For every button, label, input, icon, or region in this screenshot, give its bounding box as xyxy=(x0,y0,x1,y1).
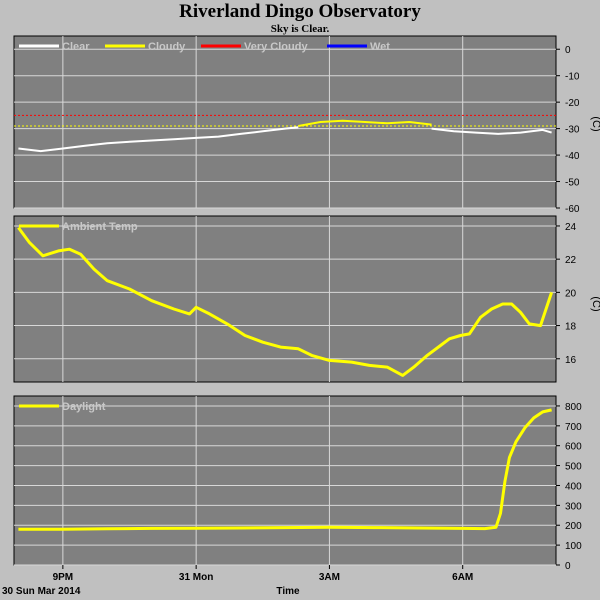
plot-area xyxy=(13,35,557,209)
legend-label: Ambient Temp xyxy=(62,221,138,233)
y-tick-label: 800 xyxy=(565,402,582,413)
chart-panel-2: 24 22 20 18 16 (C) Ambient Temp xyxy=(13,215,600,383)
legend-label: Cloudy xyxy=(148,41,186,53)
y-tick-label: 100 xyxy=(565,541,582,552)
y-tick-label: 400 xyxy=(565,481,582,492)
x-tick-label: 6AM xyxy=(452,572,473,583)
y-axis-label: (C) xyxy=(590,116,600,131)
y-tick-label: -20 xyxy=(565,98,580,109)
y-tick-label: -10 xyxy=(565,72,580,83)
y-tick-label: 24 xyxy=(565,222,577,233)
y-tick-label: 22 xyxy=(565,255,577,266)
y-axis-label: (C) xyxy=(590,296,600,311)
y-tick-label: 0 xyxy=(565,45,571,56)
legend-label: Very Cloudy xyxy=(244,41,308,53)
x-tick-label: 9PM xyxy=(53,572,74,583)
series-line xyxy=(431,127,552,135)
page-title: Riverland Dingo Observatory xyxy=(179,1,421,22)
y-tick-label: 18 xyxy=(565,322,577,333)
sky-status: Sky is Clear. xyxy=(270,23,330,35)
y-tick-label: 500 xyxy=(565,462,582,473)
y-tick-label: 0 xyxy=(565,561,571,572)
series-line xyxy=(18,408,552,531)
y-tick-label: 300 xyxy=(565,501,582,512)
legend-label: Daylight xyxy=(62,401,106,413)
series-line xyxy=(18,126,299,153)
y-tick-label: 700 xyxy=(565,422,582,433)
y-tick-label: 20 xyxy=(565,288,577,299)
y-tick-label: -60 xyxy=(565,204,580,215)
y-tick-label: -40 xyxy=(565,151,580,162)
chart-panel-3: 800 700 600 500 400 300 200 100 0 9PM 31 Mon 3AM 6AM… xyxy=(13,395,582,583)
y-tick-label: 200 xyxy=(565,521,582,532)
plot-area xyxy=(13,395,557,566)
series-line xyxy=(298,119,432,127)
x-tick-label: 3AM xyxy=(319,572,340,583)
y-tick-label: -50 xyxy=(565,178,580,189)
series-line xyxy=(17,226,554,377)
y-tick-label: 16 xyxy=(565,355,577,366)
legend-label: Clear xyxy=(62,41,90,53)
x-tick-label: 31 Mon xyxy=(179,572,213,583)
x-axis-label: Time xyxy=(276,586,300,597)
date-label: 30 Sun Mar 2014 xyxy=(2,586,81,597)
plot-area xyxy=(13,215,557,383)
y-tick-label: -30 xyxy=(565,125,580,136)
y-tick-label: 600 xyxy=(565,442,582,453)
legend-label: Wet xyxy=(370,41,390,53)
chart-panel-1: 0 -10 -20 -30 -40 -50 -60 (C) Clear Cloudy Very Cl… xyxy=(13,35,600,215)
